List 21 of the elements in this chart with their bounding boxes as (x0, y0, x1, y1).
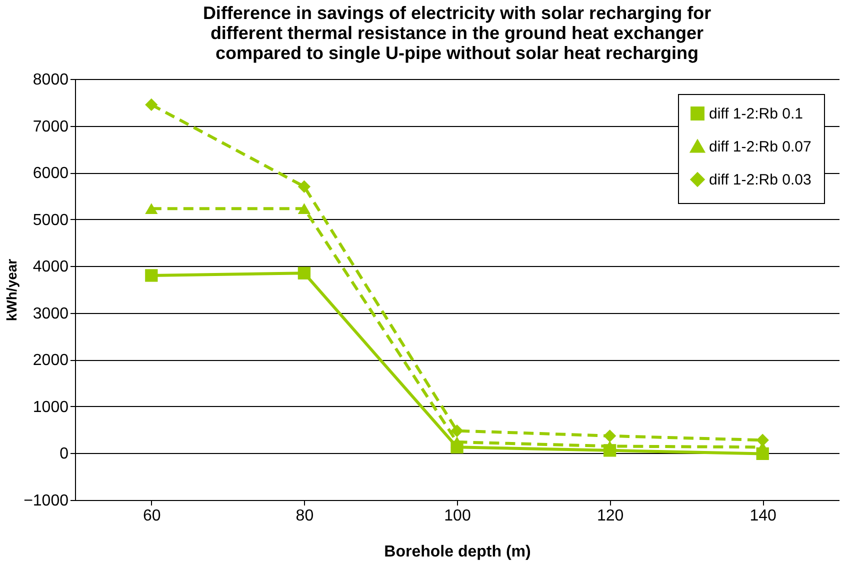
x-tick-label: 120 (596, 508, 624, 524)
legend-label: diff 1-2:Rb 0.1 (709, 106, 803, 122)
chart-title: Difference in savings of electricity with solar recharging for different thermal resistance in the ground heat exchanger compared to single U-pipe without solar heat recharging (202, 3, 712, 63)
y-tick-label: 1000 (32, 398, 69, 416)
y-tick-label: 4000 (32, 258, 69, 276)
x-tick-label: 100 (444, 508, 471, 524)
y-tick-label: 0 (60, 446, 69, 463)
y-tick-label: 8000 (32, 72, 69, 88)
legend-label: diff 1-2:Rb 0.03 (709, 172, 812, 188)
y-tick-label: −1000 (24, 492, 69, 510)
x-axis-title: Borehole depth (m) (384, 544, 531, 560)
y-tick-label: 6000 (32, 165, 69, 182)
x-tick-label: 80 (296, 508, 314, 524)
y-tick-label: 3000 (32, 305, 69, 322)
y-axis-title: kWh/year (4, 258, 20, 322)
legend-label: diff 1-2:Rb 0.07 (709, 138, 812, 156)
y-tick-label: 5000 (32, 212, 69, 229)
x-tick-label: 60 (143, 508, 161, 524)
x-tick-label: 140 (750, 508, 777, 524)
y-tick-label: 7000 (32, 118, 69, 136)
y-tick-label: 2000 (32, 352, 69, 370)
